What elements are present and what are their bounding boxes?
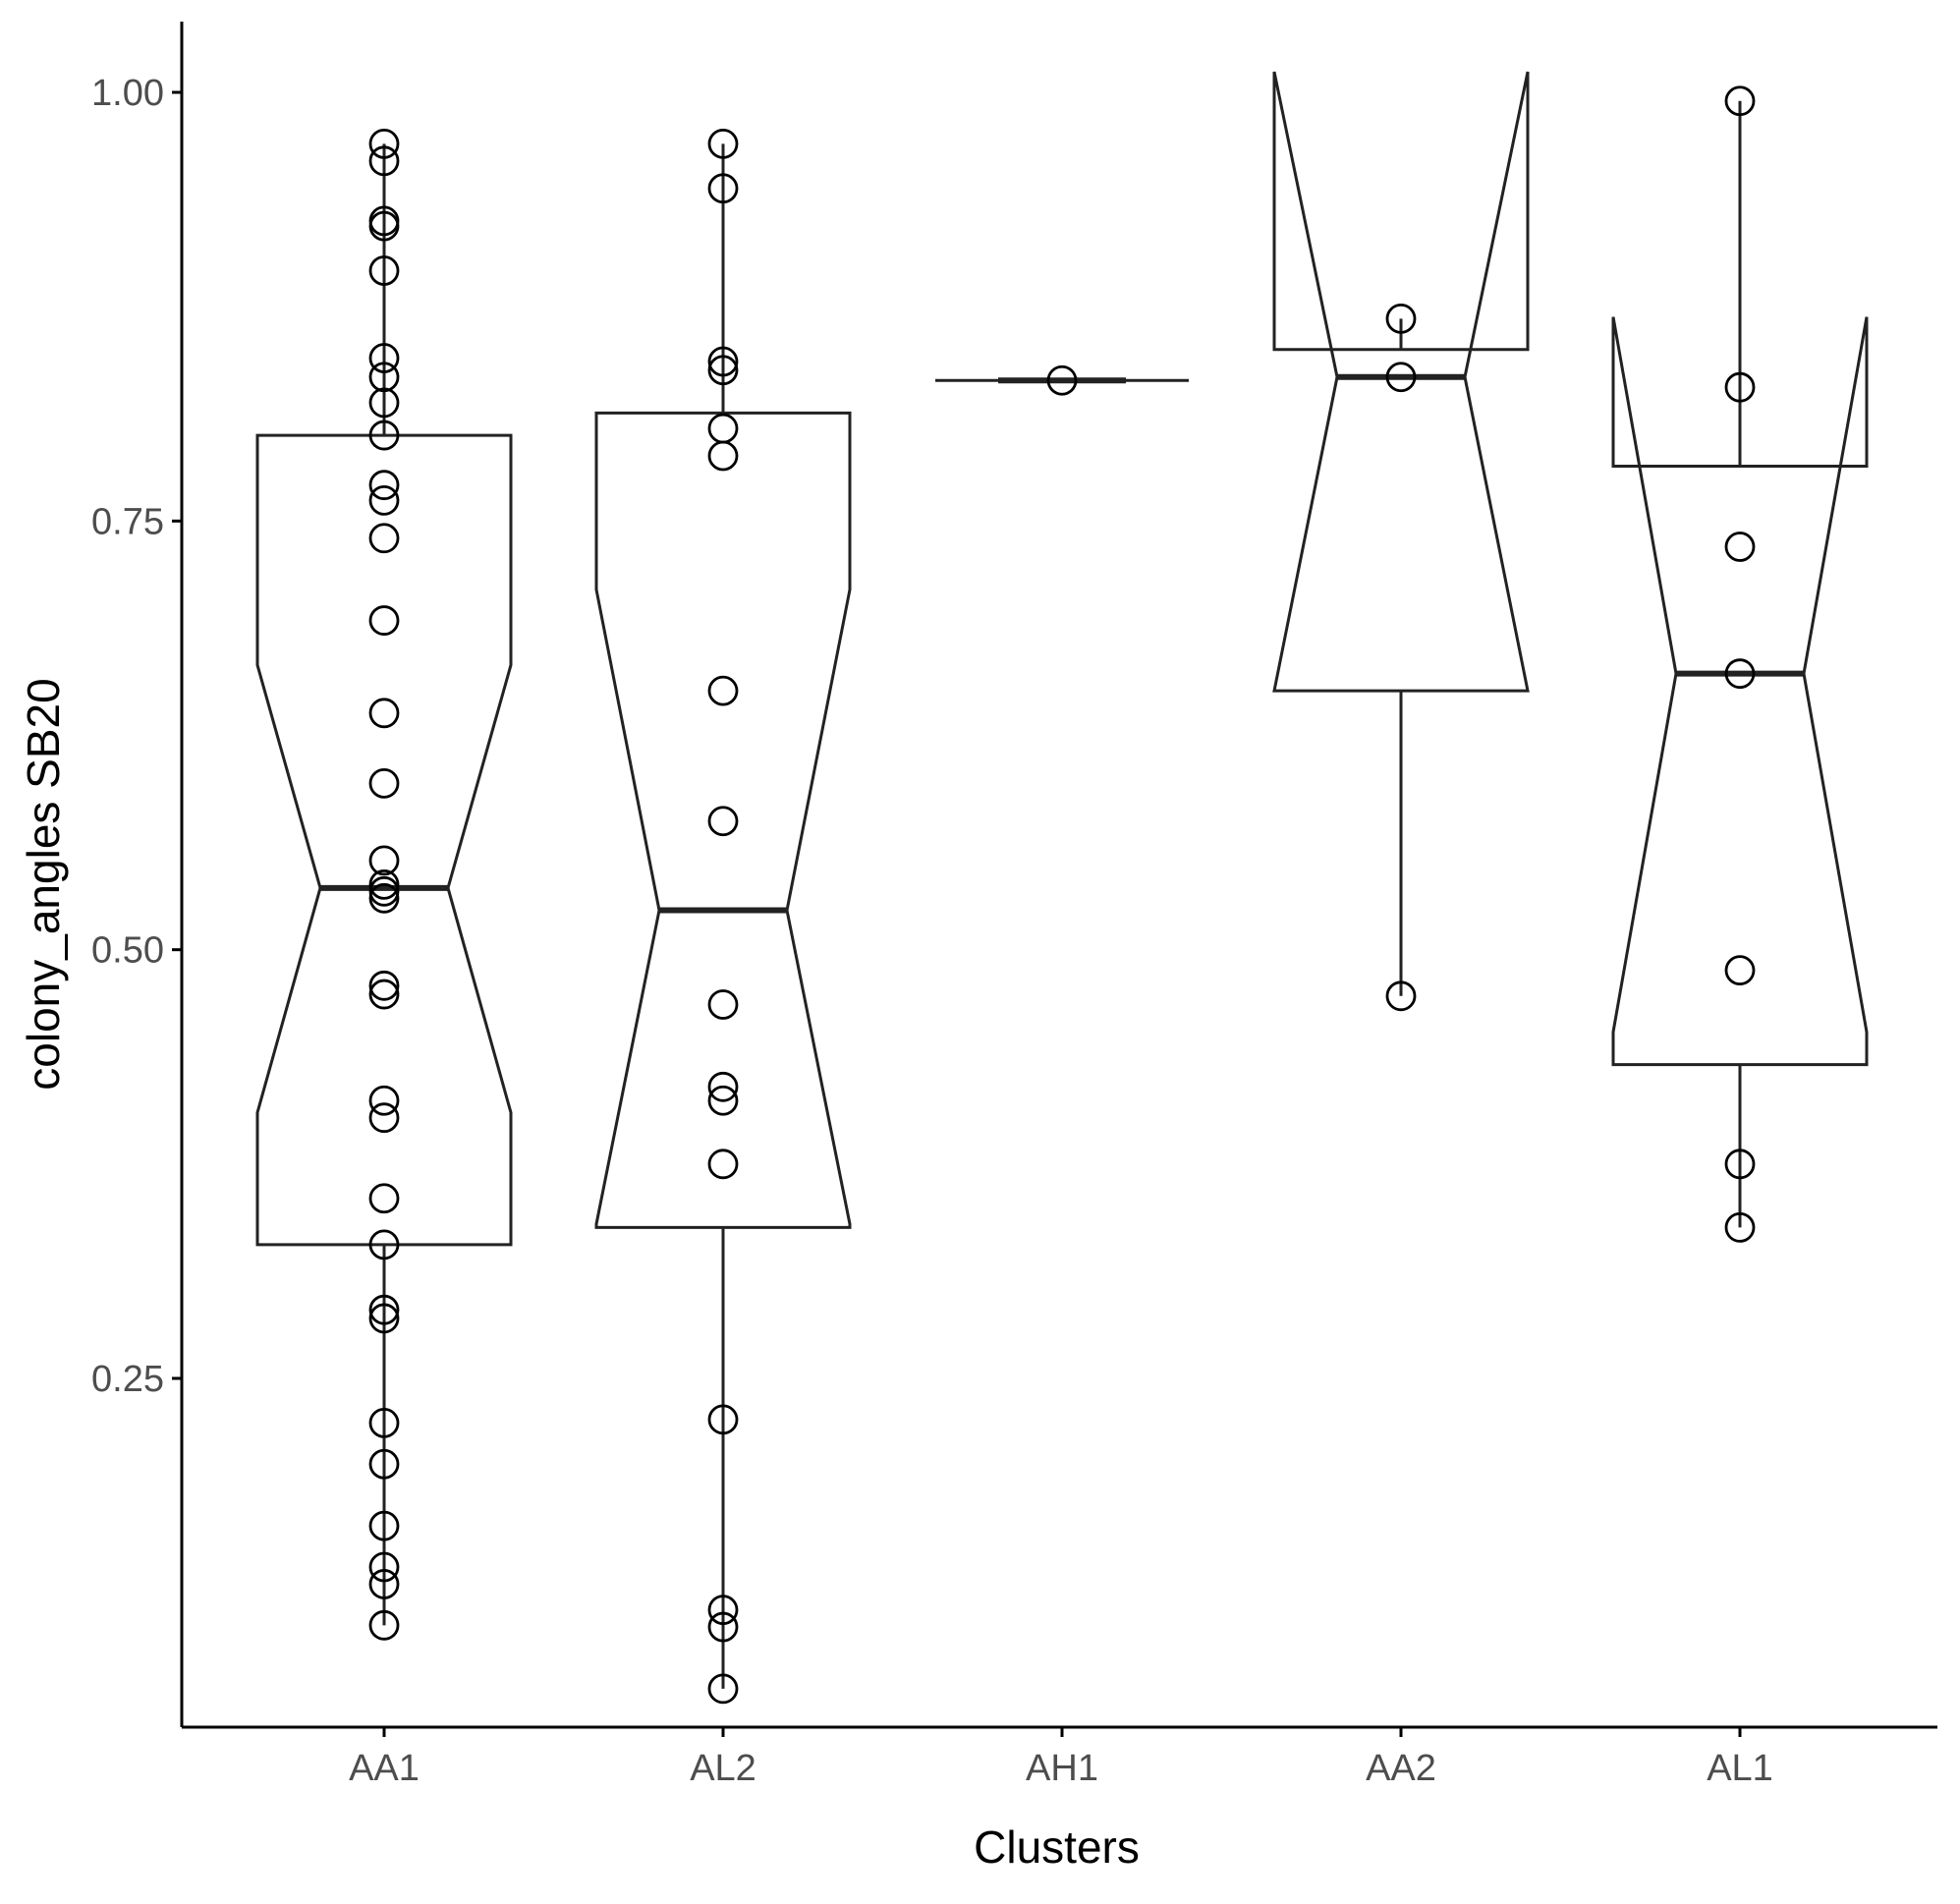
data-point	[368, 1229, 400, 1260]
y-tick-label: 0.25	[91, 1359, 164, 1400]
data-point	[368, 845, 400, 876]
data-point	[1724, 1148, 1756, 1180]
data-point	[368, 1510, 400, 1541]
x-axis-ticks: AA1 AL2 AH1 AA2 AL1	[349, 1727, 1773, 1789]
data-point	[707, 1611, 739, 1643]
y-tick-label: 0.75	[91, 501, 164, 542]
data-point	[707, 1673, 739, 1705]
data-point	[707, 1595, 739, 1626]
data-point	[368, 210, 400, 242]
data-point	[368, 882, 400, 914]
data-point	[1724, 85, 1756, 117]
box-al1	[1611, 100, 1869, 1228]
data-point	[368, 343, 400, 373]
data-point	[368, 605, 400, 636]
points-layer	[368, 85, 1756, 1705]
data-point	[368, 1303, 400, 1334]
x-axis-title: Clusters	[974, 1821, 1140, 1873]
y-tick-label: 1.00	[91, 73, 164, 114]
data-point	[1385, 362, 1417, 393]
data-point	[707, 989, 739, 1020]
data-point	[368, 128, 400, 159]
data-point	[368, 868, 400, 900]
data-point	[368, 470, 400, 501]
data-point	[368, 1569, 400, 1599]
data-point	[1724, 532, 1756, 562]
data-point	[368, 145, 400, 177]
data-point	[368, 255, 400, 286]
data-point	[368, 1609, 400, 1641]
data-point	[707, 355, 739, 386]
data-point	[707, 806, 739, 837]
data-point	[1724, 955, 1756, 986]
data-point	[1724, 371, 1756, 403]
data-point	[368, 1551, 400, 1583]
y-axis-title: colony_angles SB20	[18, 678, 69, 1090]
data-point	[368, 1102, 400, 1134]
data-point	[707, 1071, 739, 1102]
data-point	[368, 1085, 400, 1116]
data-point	[1385, 980, 1417, 1012]
data-point	[1385, 303, 1417, 334]
data-point	[707, 128, 739, 159]
y-axis-ticks: 0.25 0.50 0.75 1.00	[91, 73, 182, 1400]
data-point	[368, 875, 400, 907]
boxes-layer	[255, 71, 1869, 1689]
data-point	[368, 970, 400, 1001]
data-point	[368, 1448, 400, 1480]
data-point	[368, 484, 400, 516]
data-point	[1724, 658, 1756, 690]
data-point	[368, 362, 400, 393]
data-point	[368, 420, 400, 451]
data-point	[707, 173, 739, 204]
data-point	[707, 346, 739, 377]
data-point	[368, 979, 400, 1010]
data-point	[368, 1183, 400, 1214]
x-tick-label: AA1	[349, 1748, 420, 1789]
data-point	[707, 675, 739, 706]
y-tick-label: 0.50	[91, 930, 164, 972]
data-point	[368, 698, 400, 729]
x-tick-label: AH1	[1026, 1748, 1098, 1789]
data-point	[707, 440, 739, 472]
data-point	[707, 1085, 739, 1116]
x-tick-label: AA2	[1366, 1748, 1436, 1789]
box-outline	[1272, 71, 1530, 693]
data-point	[368, 1294, 400, 1325]
data-point	[368, 767, 400, 799]
box-outline	[594, 411, 852, 1229]
data-point	[368, 1407, 400, 1438]
data-point	[368, 387, 400, 419]
data-point	[1046, 364, 1078, 396]
data-point	[707, 1148, 739, 1180]
box-outline	[255, 433, 513, 1247]
data-point	[368, 523, 400, 554]
data-point	[1724, 1212, 1756, 1243]
box-al2	[594, 143, 852, 1689]
x-tick-label: AL2	[690, 1748, 756, 1789]
box-aa2	[1272, 71, 1530, 996]
data-point	[707, 1404, 739, 1435]
box-aa1	[255, 143, 513, 1626]
x-tick-label: AL1	[1707, 1748, 1773, 1789]
box-outline	[1611, 316, 1869, 1067]
